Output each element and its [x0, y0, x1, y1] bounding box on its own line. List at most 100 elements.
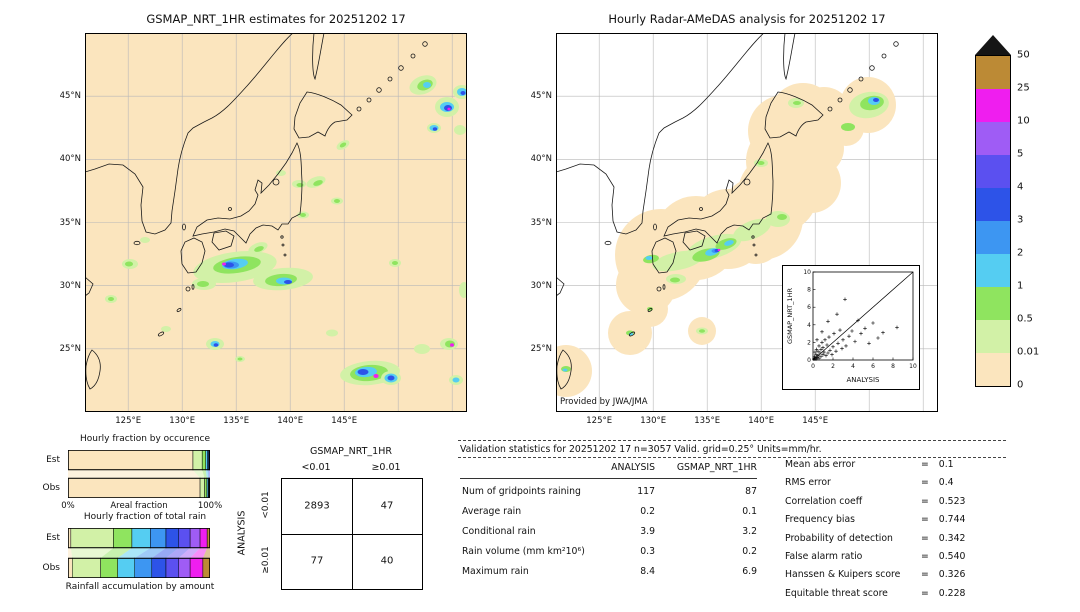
scatter-inset-plot: 00 2 2 4 4 6 6 8 8 10 10 ANALYSIS GSMAP_NRT_1HR [786, 269, 917, 384]
y-tick-label: 4 [807, 322, 811, 329]
stats-gsmap-value: 87 [745, 486, 757, 497]
metric-row: Hanssen & Kuipers score = 0.326 [785, 569, 965, 580]
left-map-title: GSMAP_NRT_1HR estimates for 20251202 17 [146, 12, 406, 26]
metric-row: False alarm ratio = 0.540 [785, 551, 965, 562]
stats-table: ANALYSIS GSMAP_NRT_1HR Num of gridpoints r… [460, 462, 770, 592]
metric-value: 0.342 [938, 532, 966, 544]
metric-label: Correlation coeff [785, 495, 863, 507]
colorbar-segment [976, 122, 1010, 155]
metric-value: 0.4 [938, 477, 954, 489]
y-tick-label: 2 [807, 339, 811, 346]
colorbar-tick-label: 1 [1017, 280, 1024, 292]
stats-col-header-analysis: ANALYSIS [611, 462, 655, 473]
metric-value: 0.744 [938, 514, 966, 526]
colorbar-tick-label: 2 [1017, 247, 1024, 259]
right-precip-blobs [561, 91, 889, 372]
stats-divider-mid [458, 457, 1006, 458]
colorbar-segment [976, 353, 1010, 386]
colorbar-tick-label: 5 [1017, 148, 1024, 160]
y-tick-label: 6 [807, 304, 811, 311]
contingency-col-axis: GSMAP_NRT_1HR [310, 446, 392, 457]
colorbar-segment [976, 254, 1010, 287]
bar-connector [192, 470, 205, 478]
bar-connector [190, 548, 208, 558]
bar-connector [178, 548, 201, 558]
colorbar-tick-label: 25 [1017, 82, 1030, 94]
stats-col-header-gsmap: GSMAP_NRT_1HR [676, 462, 757, 473]
colorbar-segment [976, 56, 1010, 89]
totalrain-title: Hourly fraction of total rain [83, 512, 207, 522]
bar-connector [134, 548, 166, 558]
bar-segment [68, 477, 201, 498]
bar-segment [201, 450, 206, 471]
bar-segment [68, 450, 194, 471]
stats-analysis-value: 117 [637, 486, 655, 497]
bar-connector [202, 548, 210, 558]
bar-segment [131, 528, 151, 549]
metric-label: False alarm ratio [785, 551, 863, 562]
contingency-hline [282, 534, 422, 535]
bar-segment [72, 557, 101, 578]
colorbar: 0 0.01 0.5 1 2 3 4 5 10 25 50 [975, 35, 1065, 405]
x-tick-label: 0 [811, 363, 815, 370]
contingency-cell-00: 2893 [304, 500, 330, 512]
bar-segment [199, 477, 205, 498]
stats-analysis-value: 0.3 [640, 546, 655, 557]
bar-segment [165, 528, 180, 549]
bar-connector [68, 548, 73, 558]
scatter-xlabel: ANALYSIS [846, 376, 880, 384]
stats-gsmap-value: 0.1 [742, 506, 757, 517]
stats-analysis-value: 3.9 [640, 526, 655, 537]
totalrain-bars [68, 528, 210, 578]
lat-tick-label: 25°N [530, 343, 552, 354]
metric-value: 0.540 [938, 551, 966, 562]
bar-segment [199, 528, 208, 549]
left-map-frame [85, 33, 467, 412]
totalrain-caption: Rainfall accumulation by amount [65, 582, 215, 592]
colorbar-tick-label: 10 [1017, 115, 1030, 127]
scatter-points [812, 297, 899, 361]
bar-segment [150, 528, 167, 549]
stats-analysis-value: 8.4 [640, 566, 655, 577]
colorbar-segment [976, 287, 1010, 320]
bar-segment [134, 557, 153, 578]
stats-header-underline [460, 478, 757, 479]
lat-tick-label: 30°N [59, 280, 81, 291]
contingency-col-header-1: ≥0.01 [371, 462, 401, 473]
metric-equals: = [921, 514, 929, 526]
lon-tick-label: 130°E [640, 416, 667, 426]
lon-tick-label: 135°E [694, 416, 721, 426]
metric-value: 0.228 [938, 587, 966, 599]
lat-tick-label: 30°N [530, 280, 552, 291]
bar-segment [113, 528, 133, 549]
contingency-row-axis: ANALYSIS [236, 510, 248, 556]
stats-metrics: Mean abs error = 0.1 RMS error = 0.4 Correlati… [785, 459, 1020, 611]
metric-row: Frequency bias = 0.744 [785, 514, 965, 525]
left-precip-blobs [105, 75, 467, 386]
lon-tick-label: 130°E [169, 416, 196, 426]
bar-segment [189, 557, 204, 578]
bar-segment [70, 528, 114, 549]
lon-tick-label: 125°E [115, 416, 142, 426]
occurrence-est-label: Est [46, 455, 60, 465]
stats-title: Validation statistics for 20251202 17 n=… [460, 444, 822, 455]
metric-label: Probability of detection [785, 532, 893, 544]
contingency-cell-10: 77 [310, 555, 324, 567]
metric-label: Equitable threat score [785, 587, 888, 599]
bar-connector [207, 470, 209, 478]
bar-segment [205, 450, 208, 471]
x-tick-label: 10 [909, 363, 917, 370]
bar-connector [68, 470, 201, 478]
x-tick-label: 8 [891, 363, 895, 370]
bar-segment [189, 528, 201, 549]
areal-axis-0: 0% [61, 501, 75, 511]
metric-row: Correlation coeff = 0.523 [785, 496, 965, 507]
bar-segment [151, 557, 167, 578]
stats-gsmap-value: 6.9 [742, 566, 757, 577]
totalrain-est-label: Est [46, 533, 60, 543]
metric-equals: = [921, 587, 929, 599]
bar-segment [202, 557, 210, 578]
bar-connector [151, 548, 179, 558]
colorbar-segment [976, 89, 1010, 122]
left-map [85, 33, 467, 412]
